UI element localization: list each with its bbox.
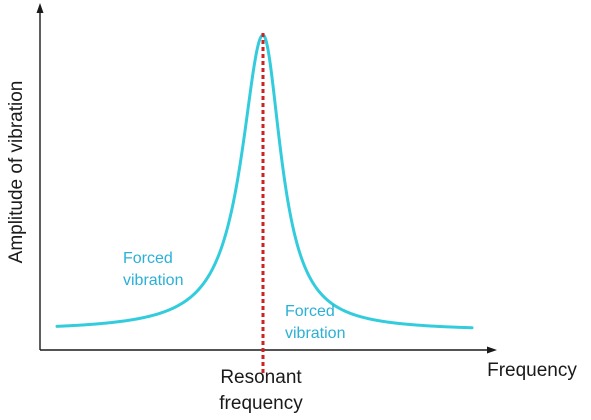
right-curve-label-line2: vibration: [285, 325, 345, 342]
right-curve-label-line1: Forced: [285, 303, 335, 320]
x-axis-label: Frequency: [487, 360, 577, 381]
y-axis-label: Amplitude of vibration: [6, 81, 27, 264]
x-axis-arrowhead: [487, 346, 497, 354]
left-curve-label-line2: vibration: [123, 272, 183, 289]
left-curve-label-line1: Forced: [123, 250, 173, 267]
y-axis-arrowhead: [36, 3, 44, 13]
resonance-label-line1: Resonant: [220, 367, 302, 388]
resonance-label-line2: frequency: [219, 393, 303, 414]
